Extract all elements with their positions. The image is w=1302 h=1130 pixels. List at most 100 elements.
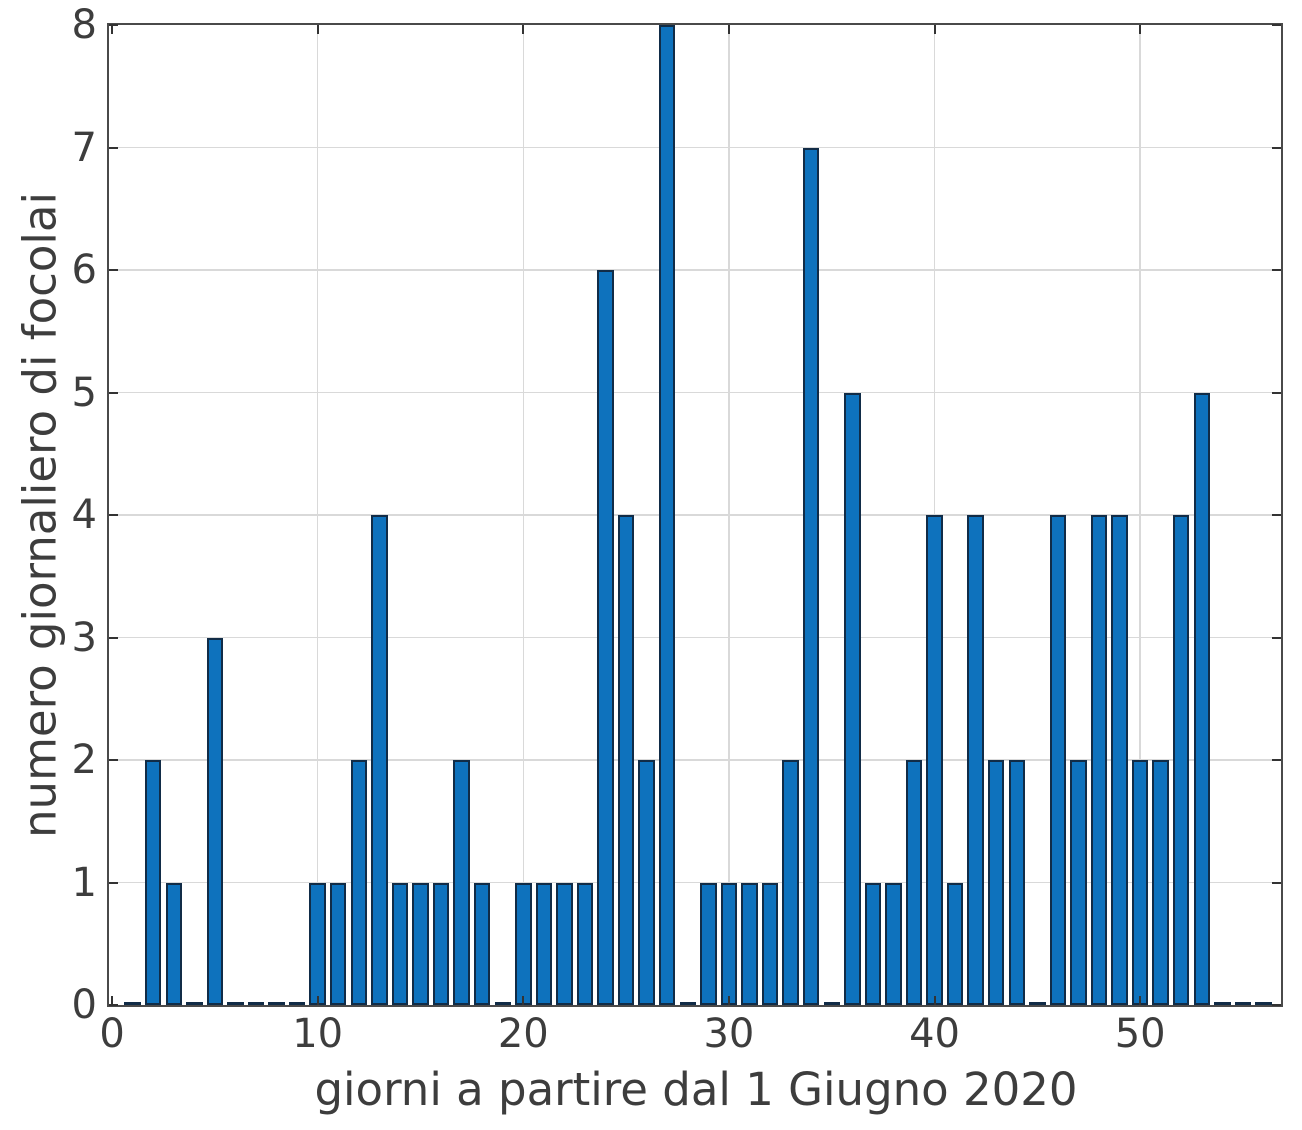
bar [391,882,409,1005]
zero-bar-dash [288,1002,306,1005]
y-tick-mark [109,1004,118,1006]
bar [412,882,429,1005]
bar [700,882,717,1005]
x-tick-label: 20 [497,1011,549,1057]
bar [946,882,964,1005]
x-tick-mark [727,996,730,1005]
x-tick-mark-top [933,25,936,34]
y-tick-mark [109,514,118,516]
y-tick-mark-right [1272,881,1281,884]
v-gridline [522,25,525,1005]
y-tick-mark-right [1272,759,1281,761]
x-tick-mark-top [111,25,114,34]
bar [330,882,347,1005]
y-tick-label: 3 [71,614,97,661]
y-tick-mark-right [1272,146,1281,149]
h-gridline [109,759,1281,761]
bar [576,882,594,1005]
bar [165,882,182,1005]
bar [617,515,635,1005]
zero-bar-dash [679,1002,697,1005]
y-tick-mark [109,759,118,761]
x-axis-title: giorni a partire dal 1 Giugno 2020 [314,1063,1078,1116]
zero-bar-dash [268,1002,285,1005]
y-tick-label: 7 [71,124,97,171]
y-tick-label: 4 [71,492,97,538]
bar [309,882,326,1005]
bar [844,392,861,1005]
bar [926,515,943,1005]
bar [1090,515,1108,1005]
bar [535,882,553,1005]
bar [453,760,470,1005]
h-gridline [109,881,1281,884]
x-tick-mark [316,996,319,1005]
bar [864,882,882,1005]
bar [659,25,676,1005]
bar [597,270,614,1005]
bar [905,760,923,1005]
y-tick-label: 5 [71,369,97,416]
x-tick-label: 10 [292,1011,344,1057]
y-tick-mark [109,269,118,271]
y-tick-label: 8 [71,2,97,48]
x-tick-mark-top [1139,25,1142,34]
x-tick-mark [111,996,114,1005]
x-tick-label: 50 [1114,1011,1166,1057]
zero-bar-dash [124,1002,141,1005]
zero-bar-dash [227,1002,244,1005]
x-tick-label: 0 [99,1011,125,1057]
h-gridline [109,636,1281,639]
y-tick-mark [109,636,118,639]
y-tick-mark-right [1272,269,1281,271]
bar [988,760,1005,1005]
zero-bar-dash [494,1002,511,1005]
bar [432,882,450,1005]
bar [638,760,655,1005]
h-gridline [109,514,1281,516]
x-tick-label: 30 [703,1011,755,1057]
bar [515,882,532,1005]
bar [741,882,758,1005]
y-tick-mark [109,146,118,149]
h-gridline [109,146,1281,149]
bar [967,515,984,1005]
h-gridline [109,391,1281,394]
y-tick-mark-right [1272,391,1281,394]
y-tick-mark [109,881,118,884]
x-tick-label: 40 [909,1011,960,1057]
zero-bar-dash [1029,1002,1046,1005]
zero-bar-dash [186,1002,203,1005]
bar [802,147,820,1005]
x-tick-mark-top [727,25,730,34]
y-tick-mark-right [1272,636,1281,639]
h-gridline [109,269,1281,271]
zero-bar-dash [1255,1002,1272,1005]
y-tick-mark [109,391,118,394]
zero-bar-dash [823,1002,840,1005]
bar [1173,515,1190,1005]
bar [473,882,491,1005]
zero-bar-dash [1214,1002,1231,1005]
y-tick-label: 6 [71,247,97,293]
bar [885,882,902,1005]
x-tick-mark [522,996,525,1005]
zero-bar-dash [1234,1002,1252,1005]
bar [782,760,799,1005]
bar [761,882,779,1005]
x-tick-mark [933,996,936,1005]
y-tick-label: 2 [71,737,97,783]
bar [1193,392,1211,1005]
bar [1049,515,1067,1005]
bar [144,760,162,1005]
y-tick-mark-right [1272,24,1281,26]
bar [350,760,368,1005]
bar [371,515,388,1005]
y-tick-mark-right [1272,1004,1281,1006]
v-gridline [728,25,730,1005]
bar [1111,515,1128,1005]
plot-area [107,23,1283,1007]
bar [206,637,224,1005]
bar [1152,760,1169,1005]
